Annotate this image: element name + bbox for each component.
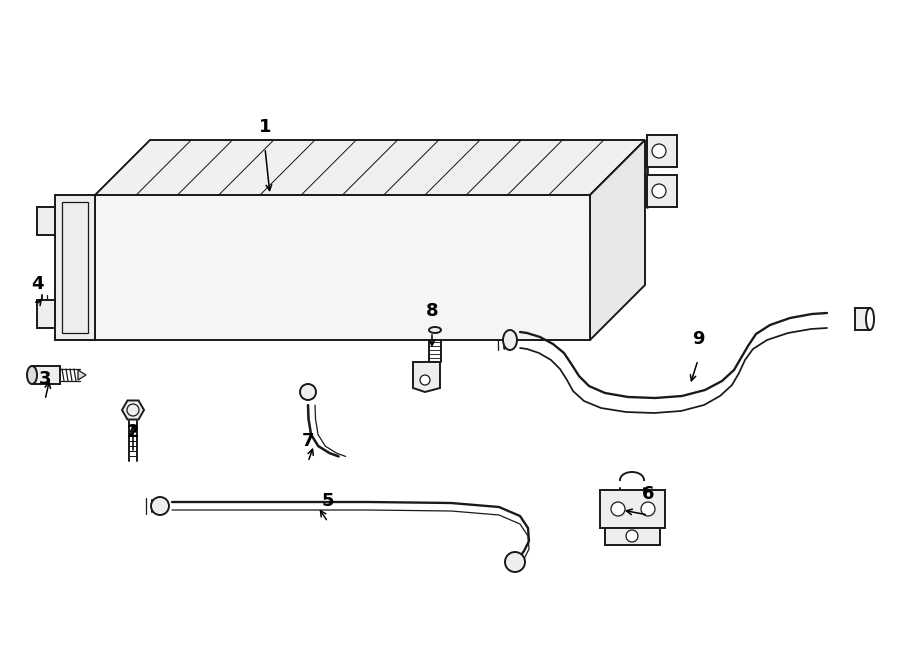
Polygon shape [95,195,590,340]
Text: 2: 2 [127,423,140,441]
Circle shape [652,184,666,198]
Polygon shape [590,140,645,340]
Ellipse shape [503,330,517,350]
Circle shape [641,502,655,516]
Circle shape [505,552,525,572]
Circle shape [626,530,638,542]
Text: 9: 9 [692,330,704,348]
Polygon shape [55,195,95,340]
Polygon shape [600,490,665,528]
Text: 7: 7 [302,432,314,450]
Text: 6: 6 [642,485,654,503]
Polygon shape [122,401,144,420]
Polygon shape [78,370,86,380]
Circle shape [611,502,625,516]
Polygon shape [413,362,440,392]
Polygon shape [32,366,60,384]
Polygon shape [855,308,870,330]
Ellipse shape [27,366,37,384]
Circle shape [151,497,169,515]
Text: 5: 5 [322,492,334,510]
Text: 4: 4 [31,275,43,293]
Text: 1: 1 [259,118,271,136]
Circle shape [41,309,51,319]
Circle shape [652,144,666,158]
Circle shape [41,216,51,226]
Polygon shape [37,207,55,235]
Polygon shape [605,528,660,545]
Circle shape [300,384,316,400]
Circle shape [420,375,430,385]
Text: 3: 3 [39,370,51,388]
Polygon shape [37,300,55,328]
Ellipse shape [866,308,874,330]
Polygon shape [647,175,677,207]
Text: 8: 8 [426,302,438,320]
Polygon shape [647,135,677,167]
Ellipse shape [429,327,441,333]
Polygon shape [95,140,645,195]
